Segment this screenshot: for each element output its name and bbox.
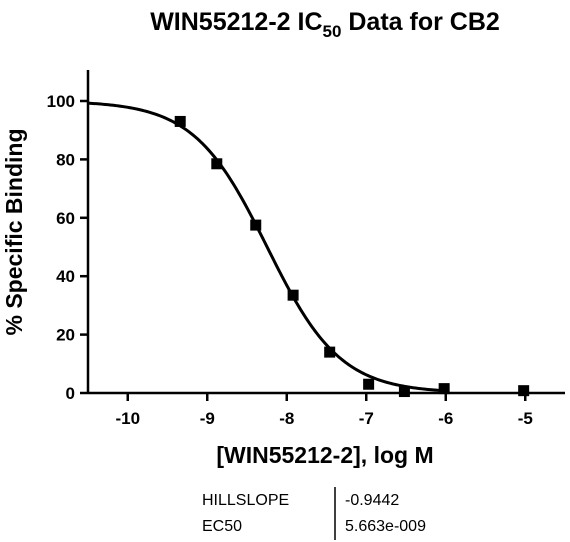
stats-value-hillslope: -0.9442: [345, 492, 399, 509]
chart-title: WIN55212-2 IC50 Data for CB2: [150, 8, 500, 41]
data-point: [438, 383, 450, 395]
x-tick-label: -10: [115, 409, 140, 428]
y-tick-label: 40: [56, 267, 75, 286]
data-point: [174, 115, 186, 127]
y-tick-label: 100: [47, 92, 75, 111]
x-tick-label: -6: [438, 409, 453, 428]
y-axis-label: % Specific Binding: [1, 128, 27, 335]
stats-table: HILLSLOPE -0.9442 EC50 5.663e-009: [202, 487, 426, 540]
y-ticks: 0 20 40 60 80 100: [47, 92, 88, 403]
data-points: [174, 115, 530, 398]
data-point: [211, 158, 223, 170]
x-ticks: -10 -9 -8 -7 -6 -5: [115, 393, 533, 428]
y-tick-label: 80: [56, 150, 75, 169]
fit-curve: [87, 101, 446, 393]
data-point: [287, 289, 299, 301]
stats-label-ec50: EC50: [202, 518, 242, 535]
data-point: [398, 386, 410, 398]
x-tick-label: -7: [359, 409, 374, 428]
stats-label-hillslope: HILLSLOPE: [202, 492, 289, 509]
x-tick-label: -8: [279, 409, 294, 428]
y-tick-label: 0: [66, 384, 75, 403]
chart-title-main: WIN55212-2 IC: [150, 8, 322, 36]
x-axis-label: [WIN55212-2], log M: [216, 442, 433, 468]
stats-value-ec50: 5.663e-009: [345, 518, 426, 535]
data-point: [324, 346, 336, 358]
x-tick-label: -5: [518, 409, 533, 428]
data-point: [363, 378, 375, 390]
chart-title-suffix: Data for CB2: [341, 8, 499, 36]
chart-title-subscript: 50: [323, 22, 342, 41]
y-tick-label: 20: [56, 326, 75, 345]
data-point: [250, 219, 262, 231]
y-tick-label: 60: [56, 209, 75, 228]
x-tick-label: -9: [200, 409, 215, 428]
data-point: [518, 385, 530, 397]
